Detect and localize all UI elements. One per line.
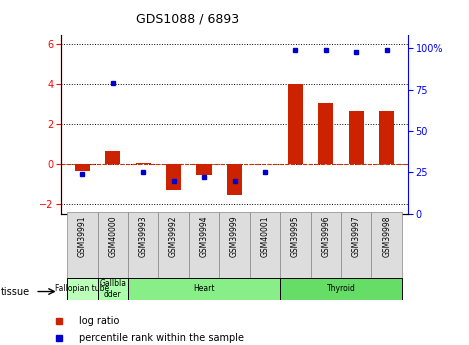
Bar xyxy=(280,278,402,300)
Bar xyxy=(197,164,212,175)
Text: percentile rank within the sample: percentile rank within the sample xyxy=(79,333,244,343)
Text: GSM39995: GSM39995 xyxy=(291,216,300,257)
Text: GSM39998: GSM39998 xyxy=(382,216,391,257)
Bar xyxy=(227,164,242,195)
Text: GSM39993: GSM39993 xyxy=(139,216,148,257)
Bar xyxy=(166,164,181,190)
Bar xyxy=(105,151,121,164)
Bar xyxy=(136,163,151,164)
Text: tissue: tissue xyxy=(1,287,30,296)
Bar xyxy=(98,278,128,300)
Text: log ratio: log ratio xyxy=(79,316,119,326)
Bar xyxy=(288,84,303,164)
Bar xyxy=(189,212,219,279)
Bar xyxy=(75,164,90,171)
Text: Thyroid: Thyroid xyxy=(326,284,356,294)
Text: GSM39994: GSM39994 xyxy=(199,216,209,257)
Text: GDS1088 / 6893: GDS1088 / 6893 xyxy=(136,12,239,25)
Text: GSM39999: GSM39999 xyxy=(230,216,239,257)
Text: GSM40000: GSM40000 xyxy=(108,216,117,257)
Bar xyxy=(219,212,250,279)
Bar xyxy=(128,278,280,300)
Bar xyxy=(371,212,402,279)
Bar xyxy=(280,212,310,279)
Bar xyxy=(128,212,159,279)
Bar xyxy=(98,212,128,279)
Bar xyxy=(379,111,394,164)
Text: GSM39992: GSM39992 xyxy=(169,216,178,257)
Text: Heart: Heart xyxy=(193,284,215,294)
Bar xyxy=(341,212,371,279)
Text: GSM39991: GSM39991 xyxy=(78,216,87,257)
Bar xyxy=(250,212,280,279)
Bar xyxy=(310,212,341,279)
Bar xyxy=(318,103,333,164)
Bar xyxy=(67,278,98,300)
Text: GSM40001: GSM40001 xyxy=(260,216,270,257)
Bar xyxy=(159,212,189,279)
Bar xyxy=(67,212,98,279)
Text: Gallbla
dder: Gallbla dder xyxy=(99,279,126,299)
Text: Fallopian tube: Fallopian tube xyxy=(55,284,109,294)
Text: GSM39996: GSM39996 xyxy=(321,216,330,257)
Text: GSM39997: GSM39997 xyxy=(352,216,361,257)
Bar xyxy=(348,111,364,164)
